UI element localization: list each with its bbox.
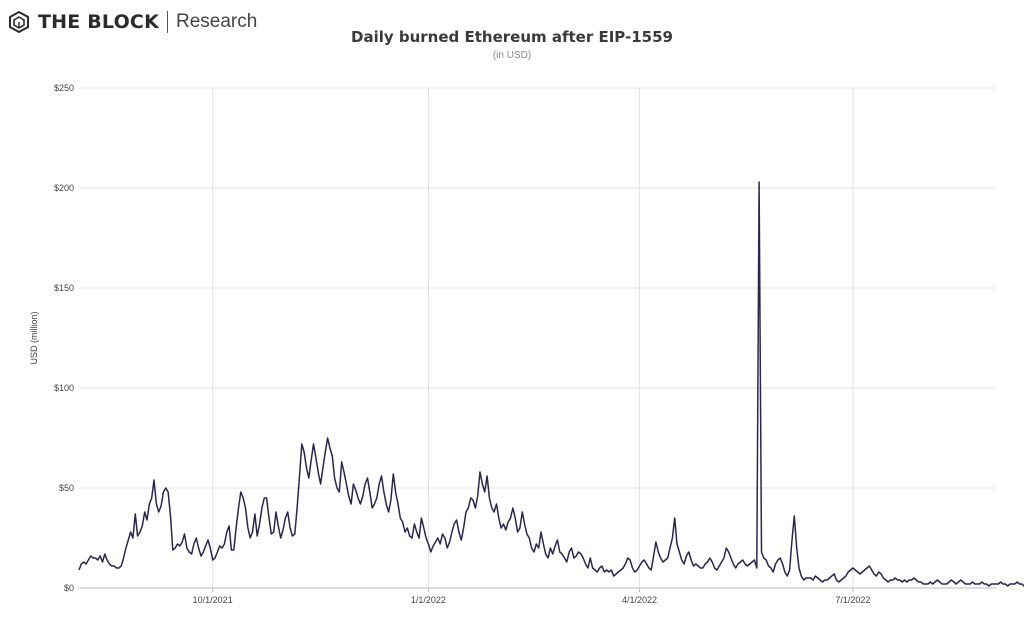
brand-divider — [167, 11, 168, 33]
y-tick-label: $50 — [59, 483, 74, 493]
y-axis-label: USD (million) — [29, 311, 39, 364]
brand-name: THE BLOCK — [38, 11, 159, 33]
x-tick-label: 10/1/2021 — [193, 595, 233, 605]
y-tick-label: $250 — [54, 83, 74, 93]
cube-logo-icon — [9, 11, 29, 33]
series-line — [78, 181, 1024, 587]
x-tick-label: 1/1/2022 — [411, 595, 446, 605]
chart-title: Daily burned Ethereum after EIP-1559 — [351, 28, 673, 46]
y-tick-label: $0 — [64, 583, 74, 593]
brand-subtitle: Research — [176, 11, 258, 32]
x-tick-label: 4/1/2022 — [622, 595, 657, 605]
y-tick-label: $150 — [54, 283, 74, 293]
x-tick-label: 7/1/2022 — [835, 595, 870, 605]
brand-logo: THE BLOCK Research — [8, 8, 257, 36]
y-tick-label: $100 — [54, 383, 74, 393]
chart-subtitle: (in USD) — [492, 50, 532, 61]
y-tick-label: $200 — [54, 183, 74, 193]
